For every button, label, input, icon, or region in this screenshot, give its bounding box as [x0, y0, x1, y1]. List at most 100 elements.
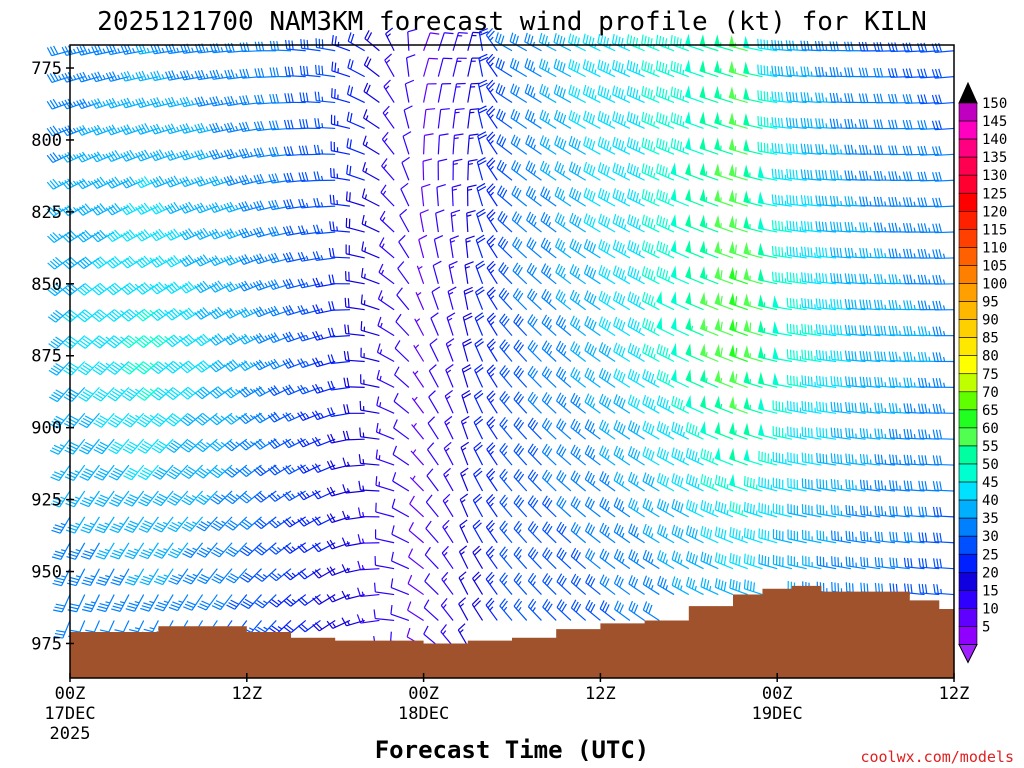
colorbar-swatch: [958, 571, 978, 591]
colorbar-swatch: [958, 265, 978, 284]
wind-barb: [210, 464, 233, 479]
wind-barb: [393, 392, 410, 414]
colorbar-swatch: [958, 391, 978, 411]
wind-barb: [932, 455, 955, 466]
wind-barb: [342, 457, 365, 468]
wind-barb: [539, 160, 557, 181]
wind-barb: [341, 590, 365, 600]
wind-barb: [743, 113, 763, 130]
wind-barb: [460, 441, 470, 466]
wind-barb: [395, 313, 410, 337]
wind-barb: [714, 500, 734, 518]
wind-barb: [253, 385, 277, 397]
wind-barb: [485, 27, 498, 52]
wind-barb: [345, 191, 365, 207]
x-tick-time: 00Z: [408, 684, 439, 704]
wind-barb: [416, 265, 425, 285]
y-tick-label: 825: [31, 203, 62, 223]
wind-barb: [139, 542, 159, 560]
wind-barb: [252, 306, 277, 318]
wind-barb: [313, 144, 336, 155]
wind-barb: [815, 349, 837, 363]
wind-barb: [136, 335, 159, 348]
wind-barb: [297, 516, 321, 527]
wind-barb: [268, 199, 292, 211]
wind-barb: [714, 137, 734, 155]
wind-barb: [772, 372, 793, 388]
wind-barb: [757, 345, 778, 363]
wind-barb: [254, 41, 277, 52]
wind-barb: [917, 377, 940, 388]
wind-barb: [626, 111, 645, 129]
wind-barb: [282, 516, 307, 528]
wind-barb: [513, 339, 528, 362]
wind-barb: [91, 256, 115, 269]
wind-barb: [845, 505, 866, 518]
wind-barb: [181, 464, 204, 479]
wind-barb: [298, 171, 321, 182]
wind-barb: [498, 287, 513, 311]
wind-barb: [743, 61, 763, 78]
wind-barb: [398, 234, 410, 259]
wind-barb: [932, 300, 955, 311]
wind-barb: [786, 143, 807, 155]
wind-barb: [714, 111, 734, 130]
wind-barb: [801, 272, 822, 285]
wind-barb: [179, 360, 203, 374]
wind-barb: [584, 393, 601, 414]
wind-barb: [785, 65, 807, 78]
wind-barb: [785, 117, 807, 130]
colorbar-swatch: [958, 553, 978, 573]
wind-barb: [124, 516, 145, 533]
wind-barb: [208, 333, 233, 346]
wind-barb: [785, 91, 807, 104]
wind-barb: [461, 364, 472, 388]
wind-barb: [313, 197, 336, 208]
wind-barb: [341, 564, 365, 574]
wind-barb: [599, 496, 616, 518]
wind-barb: [743, 319, 763, 337]
wind-barb: [429, 338, 439, 362]
wind-barb: [830, 350, 851, 363]
wind-barb: [412, 370, 425, 388]
wind-barb: [800, 195, 822, 207]
wind-barb: [423, 83, 437, 103]
wind-barb: [656, 163, 675, 181]
wind-barb: [269, 67, 292, 78]
wind-barb: [282, 490, 307, 502]
wind-barb: [714, 163, 734, 181]
wind-barb: [771, 91, 792, 104]
wind-barb: [209, 122, 233, 134]
wind-barb: [224, 490, 248, 505]
wind-barb: [121, 335, 145, 349]
wind-barb: [499, 313, 513, 336]
wind-barb: [584, 290, 601, 311]
wind-barb: [120, 255, 144, 269]
wind-barb: [120, 71, 144, 82]
colorbar-label: 80: [982, 349, 999, 365]
wind-barb: [509, 32, 528, 52]
wind-barb: [268, 568, 292, 582]
wind-barb: [830, 478, 851, 492]
wind-barb: [570, 367, 587, 388]
wind-barb: [374, 556, 395, 570]
wind-barb: [513, 520, 528, 544]
wind-barb: [425, 494, 439, 518]
wind-barb: [486, 312, 498, 336]
wind-barb: [47, 309, 71, 323]
wind-barb: [463, 286, 474, 310]
wind-barb: [151, 412, 174, 427]
wind-barb: [641, 266, 660, 285]
wind-barb: [585, 548, 601, 570]
wind-barb: [465, 235, 475, 258]
wind-barb: [671, 473, 690, 492]
wind-barb: [613, 471, 631, 492]
wind-barb: [419, 209, 429, 233]
wind-barb: [931, 94, 955, 105]
wind-barb: [800, 169, 822, 181]
wind-barb: [656, 369, 675, 388]
wind-barb: [312, 251, 336, 261]
wind-barb: [685, 422, 704, 440]
wind-barb: [642, 446, 660, 466]
wind-barb: [400, 182, 410, 207]
